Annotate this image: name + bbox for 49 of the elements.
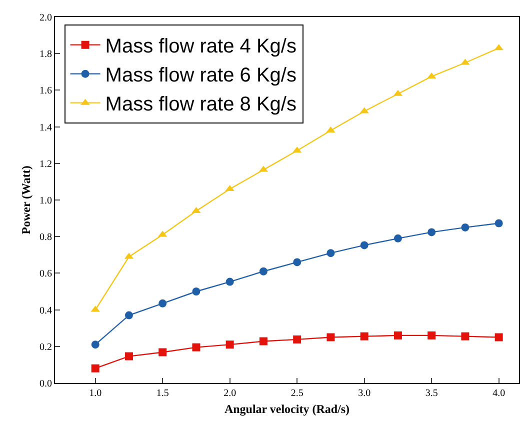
point: [226, 340, 234, 349]
legend-label: Mass flow rate 6 Kg/s: [105, 64, 296, 87]
point: [293, 258, 302, 266]
point: [259, 337, 268, 346]
y-tick-label: 0.8: [40, 232, 52, 244]
point: [428, 331, 436, 340]
y-tick-label: 0.6: [40, 268, 52, 280]
y-tick-label: 1.6: [40, 86, 52, 97]
point: [226, 278, 234, 286]
point: [394, 331, 402, 340]
point: [360, 332, 368, 340]
point: [124, 352, 133, 360]
point: [360, 241, 368, 250]
y-tick-label: 1.4: [40, 122, 52, 134]
point: [428, 228, 436, 236]
point: [326, 333, 335, 342]
x-axis-title: Angular velocity (Rad/s): [224, 402, 350, 416]
x-tick-label: 4.0: [492, 388, 506, 399]
x-tick-label: 2.0: [224, 388, 236, 399]
point: [124, 311, 133, 320]
y-tick-label: 0.4: [40, 305, 52, 316]
y-tick-label: 1.2: [40, 158, 52, 170]
point: [394, 234, 402, 242]
y-tick-label: 1.0: [40, 196, 52, 206]
point: [192, 343, 200, 352]
point: [494, 333, 503, 342]
y-tick-label: 1.8: [40, 49, 52, 60]
y-tick-label: 0.0: [40, 378, 52, 390]
point: [326, 249, 335, 258]
y-tick-label: 2.0: [40, 12, 52, 24]
x-tick-label: 1.0: [89, 388, 102, 399]
legend-label: Mass flow rate 8 Kg/s: [105, 94, 296, 116]
point: [158, 348, 167, 356]
legend-label: Mass flow rate 4 Kg/s: [105, 36, 296, 58]
point: [91, 364, 100, 372]
point: [494, 219, 503, 228]
point: [293, 335, 302, 344]
point: [461, 223, 470, 232]
y-tick-label: 0.2: [40, 342, 52, 353]
point: [192, 288, 200, 296]
point: [158, 299, 167, 308]
x-tick-label: 3.0: [358, 388, 371, 399]
x-tick-label: 3.5: [425, 388, 438, 399]
point: [461, 332, 470, 340]
x-tick-label: 1.5: [156, 388, 169, 399]
point: [91, 340, 100, 349]
point: [259, 267, 268, 276]
x-tick-label: 2.5: [290, 388, 304, 399]
y-axis-title: Power (Watt): [18, 166, 33, 234]
